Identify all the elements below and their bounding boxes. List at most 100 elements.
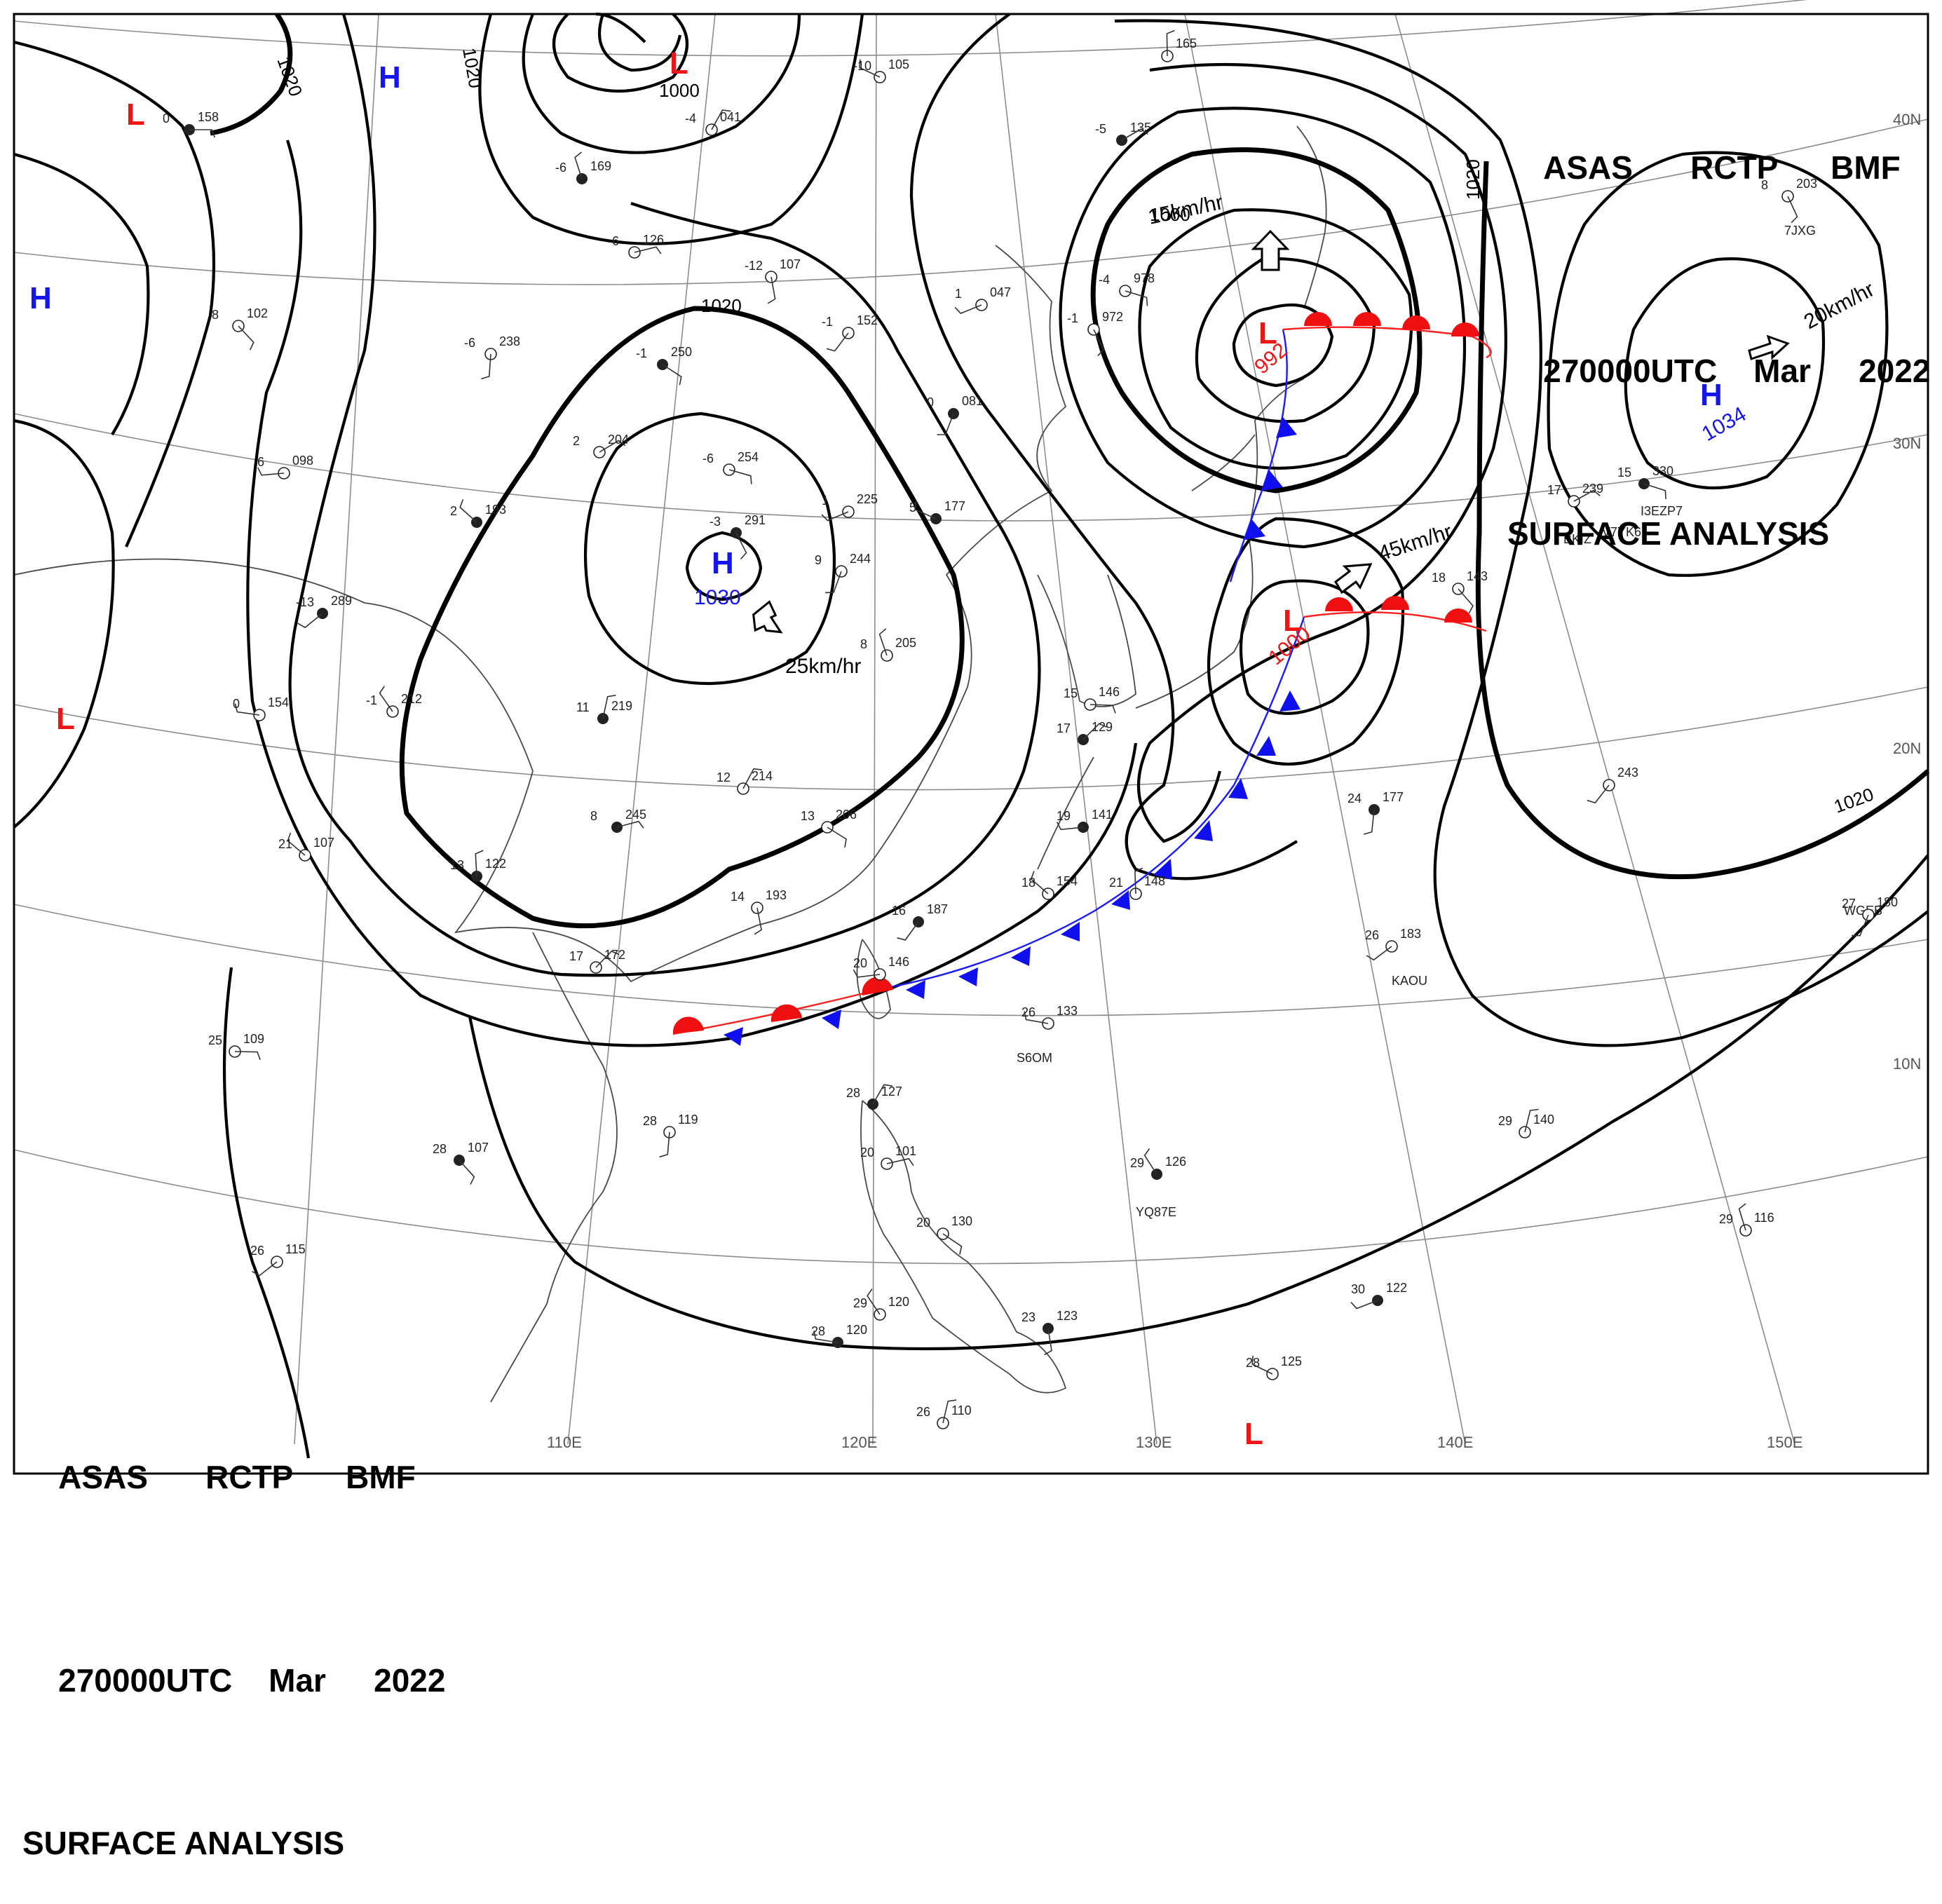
station-temperature: -5 <box>1095 122 1106 136</box>
wind-barb <box>1121 128 1148 141</box>
wind-barb <box>1082 723 1107 740</box>
axis-labels: 110E 120E 130E 140E 150E 40N 30N 20N 10N <box>547 111 1921 1451</box>
wind-barb <box>595 951 620 968</box>
station-plot: -6 238 <box>464 334 520 380</box>
station-temperature: 24 <box>1347 791 1362 805</box>
station-temperature: 27 <box>1842 897 1856 911</box>
cold-front-tri <box>1153 859 1172 880</box>
station-plot: 26 115 <box>250 1242 306 1277</box>
station-temperature: -6 <box>464 336 475 350</box>
station-pressure: 126 <box>1165 1155 1186 1169</box>
isobar-label: 1020 <box>1462 159 1483 200</box>
station-temperature: -4 <box>685 111 696 125</box>
coast-kamchatka <box>1296 125 1327 309</box>
station-plot: 11 219 <box>576 695 632 724</box>
isobar-low992-ring2 <box>1138 208 1413 470</box>
station-pressure: 250 <box>671 345 692 359</box>
station-temperature: 14 <box>731 890 745 904</box>
isobar-north-low-3 <box>522 13 801 154</box>
station-pressure: 119 <box>678 1113 698 1127</box>
wind-barb <box>1363 809 1375 835</box>
wind-barb <box>1587 784 1610 804</box>
warm-front-semi <box>1304 312 1332 326</box>
movement-arrow-45kmhr <box>1334 563 1373 594</box>
station-temperature: 28 <box>433 1142 447 1156</box>
movement-arrow-20kmhr <box>1748 334 1790 360</box>
isobar-china-inner <box>583 412 836 686</box>
fronts <box>672 312 1492 1046</box>
map-frame <box>13 13 1929 1475</box>
wind-barb <box>728 469 752 484</box>
wind-barb <box>481 353 491 380</box>
station-pressure: 206 <box>836 808 857 822</box>
warm-front-south <box>1303 611 1487 632</box>
station-temperature: 28 <box>846 1086 860 1100</box>
station-plot: 1 225 <box>821 492 878 522</box>
station-temperature: 0 <box>233 697 240 711</box>
movement-label-25: 25km/hr <box>785 655 861 678</box>
footer-title-block: ASAS RCTP BMF 270000UTC Mar 2022 SURFACE ANA… <box>22 1335 445 1904</box>
station-pressure: 238 <box>499 334 520 348</box>
station-pressure: 101 <box>895 1144 916 1158</box>
wind-barb <box>735 532 747 560</box>
wind-barb <box>872 1084 893 1105</box>
wind-barb <box>234 1051 261 1061</box>
warm-front-semi <box>1444 608 1472 623</box>
wind-barb <box>767 276 776 304</box>
isobar-low992-ring1 <box>1195 257 1376 423</box>
latitude-label: 10N <box>1893 1055 1921 1073</box>
station-pressure: 135 <box>1130 121 1151 135</box>
station-plot: -1 212 <box>366 686 422 718</box>
surface-analysis-map: 1020 1020 1020 1020 1020 1000 1000 <box>13 0 1930 1475</box>
graticule-lat-30 <box>13 413 1929 522</box>
station-pressure: 102 <box>247 306 268 320</box>
wind-barb <box>662 364 682 386</box>
station-pressure: 041 <box>720 110 741 124</box>
footer-line-2: 270000UTC Mar 2022 <box>22 1619 445 1741</box>
station-plot: -13 289 <box>296 594 352 629</box>
station-plot: 28 127 <box>846 1084 902 1110</box>
station-plot: 17 239 <box>1547 482 1603 508</box>
station-plot: 18 143 <box>1432 569 1488 614</box>
longitude-label: 120E <box>841 1434 877 1451</box>
wind-barb <box>238 325 254 351</box>
station-pressure: 107 <box>313 836 334 850</box>
station-pressure: 154 <box>268 695 289 709</box>
station-plot: 19 141 <box>1056 808 1113 833</box>
wind-barb <box>379 686 393 712</box>
ship-id: I3EZP7 <box>1641 504 1683 518</box>
station-temperature: -1 <box>636 346 647 360</box>
wind-barb <box>1093 329 1104 357</box>
station-plot: 23 123 <box>1021 1309 1078 1356</box>
movement-arrows <box>752 229 1790 634</box>
wind-barb <box>878 628 888 656</box>
wind-barb <box>574 151 583 179</box>
station-plot: -1 972 <box>1067 310 1123 357</box>
wind-barb <box>1573 489 1601 502</box>
isobar-south-1 <box>468 854 1929 1351</box>
station-temperature: -1 <box>1067 311 1078 325</box>
station-pressure: 130 <box>951 1214 972 1228</box>
station-plot: 20 130 <box>916 1214 972 1255</box>
station-plot: 15 330 <box>1617 464 1673 499</box>
warm-front-semi <box>1353 312 1381 326</box>
station-pressure: 107 <box>780 257 801 271</box>
station-temperature: 1 <box>822 494 829 508</box>
wind-barb <box>914 501 937 519</box>
longitude-label: 150E <box>1767 1434 1802 1451</box>
station-plot: 21 148 <box>1109 867 1165 900</box>
station-temperature: 28 <box>811 1324 825 1338</box>
graticule-lat-0 <box>13 1149 1929 1265</box>
station-pressure: 193 <box>766 888 787 902</box>
station-plot: 5 177 <box>909 499 965 524</box>
latitude-label: 30N <box>1893 435 1921 452</box>
station-temperature: 25 <box>208 1033 222 1047</box>
station-pressure: 203 <box>1796 177 1817 191</box>
station-plot: 24 177 <box>1347 790 1404 835</box>
station-pressure: 109 <box>243 1032 264 1046</box>
cold-front-tri <box>1011 946 1031 966</box>
graticule <box>13 0 1929 1445</box>
station-temperature: -1 <box>822 315 833 329</box>
station-plot: 28 107 <box>433 1141 489 1185</box>
station-temperature: -6 <box>702 451 714 465</box>
